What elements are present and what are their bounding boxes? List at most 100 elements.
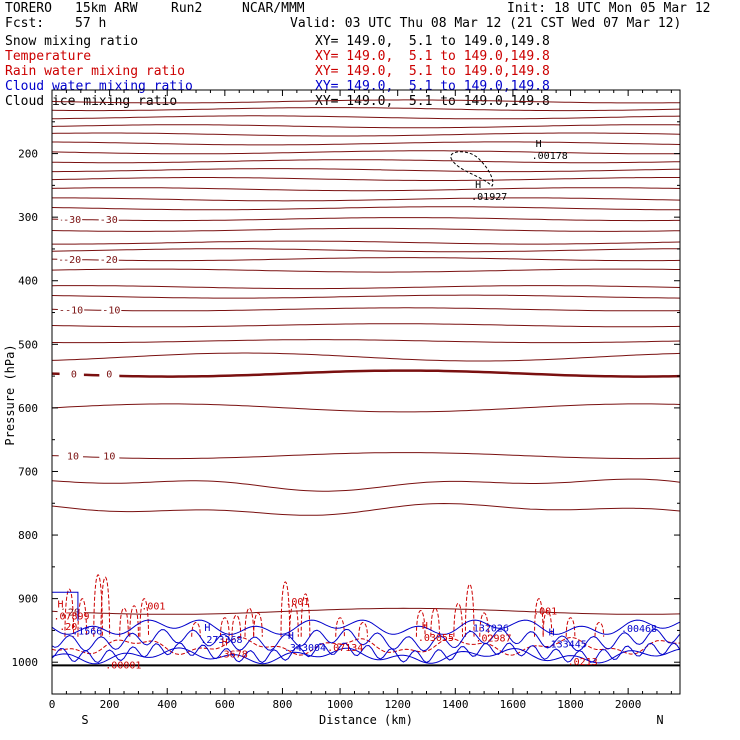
maximum-marker: H <box>536 139 542 150</box>
isotherm-line <box>51 257 681 262</box>
isotherm-label-bg <box>99 367 120 380</box>
rain-contour <box>542 610 553 637</box>
temperature-contour-line <box>51 403 681 413</box>
isotherm-label: 0 <box>71 370 77 381</box>
cloud-water-contour <box>51 647 681 665</box>
isotherm-line <box>51 307 681 312</box>
temperature-contour-line <box>51 132 681 137</box>
temperature-contour-line <box>51 99 681 104</box>
rain-contour <box>129 605 139 637</box>
rain-contour <box>93 574 103 637</box>
isotherm-label-bg <box>62 253 83 266</box>
temperature-contour-line <box>51 206 681 211</box>
y-tick-label: 1000 <box>12 656 39 669</box>
temperature-contour-line <box>51 187 681 192</box>
y-tick-label: 200 <box>18 148 38 161</box>
temperature-contour-line <box>51 352 681 362</box>
isotherm-line <box>51 607 681 615</box>
rain-contour <box>534 598 544 637</box>
rain-contour <box>253 612 263 637</box>
model-name: TORERO <box>5 1 52 16</box>
rain-contour <box>289 602 299 637</box>
y-tick-label: 500 <box>18 338 38 351</box>
maximum-value-label: .20 <box>59 622 77 633</box>
temperature-contour-line <box>51 285 681 290</box>
legend-snow-name: Snow mixing ratio <box>5 34 139 49</box>
temperature-contours: -30-30-30-20-20-20-10-10-100001010102020 <box>51 99 681 618</box>
cloud-water-contour <box>51 619 681 635</box>
x-tick-label: 1400 <box>442 698 469 711</box>
isotherm-label-bg <box>63 449 84 462</box>
isotherm-label-bg <box>99 449 120 462</box>
rain-contour <box>64 588 75 637</box>
isotherm-label: 20 <box>68 607 80 618</box>
temperature-contour-line <box>52 168 681 173</box>
temperature-contour-line <box>51 323 681 328</box>
x-tick-label: 1000 <box>327 698 354 711</box>
isotherm-label-bg <box>101 303 122 316</box>
x-tick-label: 1200 <box>384 698 411 711</box>
isotherm-label: -20 <box>63 255 81 266</box>
resolution-label: 15km ARW <box>75 1 138 16</box>
rain-contour <box>77 598 88 637</box>
cloud-water-contour <box>51 642 681 664</box>
run-label: Run2 <box>171 1 203 16</box>
rain-contour <box>220 617 230 637</box>
maximum-value-label: .132026 <box>467 624 509 635</box>
forecast-label: Fcst: <box>5 16 45 31</box>
maximum-value-label: .1566 <box>72 627 102 638</box>
rain-contour <box>231 615 242 637</box>
maximum-value-label: .3678 <box>218 650 248 661</box>
isotherm-label-bg <box>64 303 85 316</box>
contour-labels: H.00178H.01927.001.001.001H.07899.20.156… <box>53 139 657 671</box>
y-tick-label: 400 <box>18 275 38 288</box>
temperature-contour-line <box>51 478 681 492</box>
cloud-water-contours <box>51 591 681 665</box>
rain-contour <box>415 610 426 637</box>
temperature-contour-line <box>52 197 681 202</box>
x-axis-right-label: N <box>656 713 663 727</box>
isotherm-label-bg <box>98 253 119 266</box>
y-tick-label: 800 <box>18 529 38 542</box>
rain-contour <box>358 621 368 637</box>
isotherm-line <box>51 217 680 222</box>
temperature-contour-line <box>51 227 681 232</box>
legend-rain-range: XY= 149.0, 5.1 to 149.0,149.8 <box>315 64 550 79</box>
maximum-marker: H <box>204 623 210 634</box>
isotherm-label: 10 <box>103 452 115 463</box>
legend-snow-range: XY= 149.0, 5.1 to 149.0,149.8 <box>315 34 550 49</box>
maximum-value-label: .01927 <box>471 192 507 203</box>
y-tick-label: 600 <box>18 402 38 415</box>
rain-contour <box>335 617 345 637</box>
x-tick-label: 2000 <box>615 698 642 711</box>
y-tick-label: 700 <box>18 465 38 478</box>
legend-temperature-range: XY= 149.0, 5.1 to 149.0,149.8 <box>315 49 550 64</box>
isotherm-label-bg <box>62 213 83 226</box>
temperature-contour-line <box>51 150 680 155</box>
temperature-contour-line <box>52 339 681 344</box>
rain-contour <box>280 581 291 637</box>
x-tick-label: 0 <box>49 698 56 711</box>
maximum-value-label: .133445 <box>545 639 587 650</box>
isotherm-label: -30 <box>100 215 118 226</box>
y-axis-title: Pressure (hPa) <box>3 344 17 445</box>
maximum-marker: H <box>222 638 228 649</box>
plot-border <box>51 89 681 695</box>
cloud-ice-contour <box>450 151 494 187</box>
rain-contour <box>100 577 111 637</box>
isotherm-label: -10 <box>102 305 120 316</box>
temperature-contour-line <box>51 124 681 129</box>
maximum-marker: H <box>475 180 481 191</box>
temperature-contour-line <box>51 107 681 112</box>
maximum-value-label: .07899 <box>53 611 89 622</box>
y-tick-label: 900 <box>18 593 38 606</box>
x-tick-label: 1800 <box>557 698 584 711</box>
x-tick-label: 800 <box>273 698 293 711</box>
rain-contour <box>565 617 576 637</box>
temperature-contour-line <box>52 240 681 245</box>
temperature-contour-line <box>52 141 681 146</box>
y-tick-label: 300 <box>18 211 38 224</box>
legend-temperature-name: Temperature <box>5 49 92 64</box>
